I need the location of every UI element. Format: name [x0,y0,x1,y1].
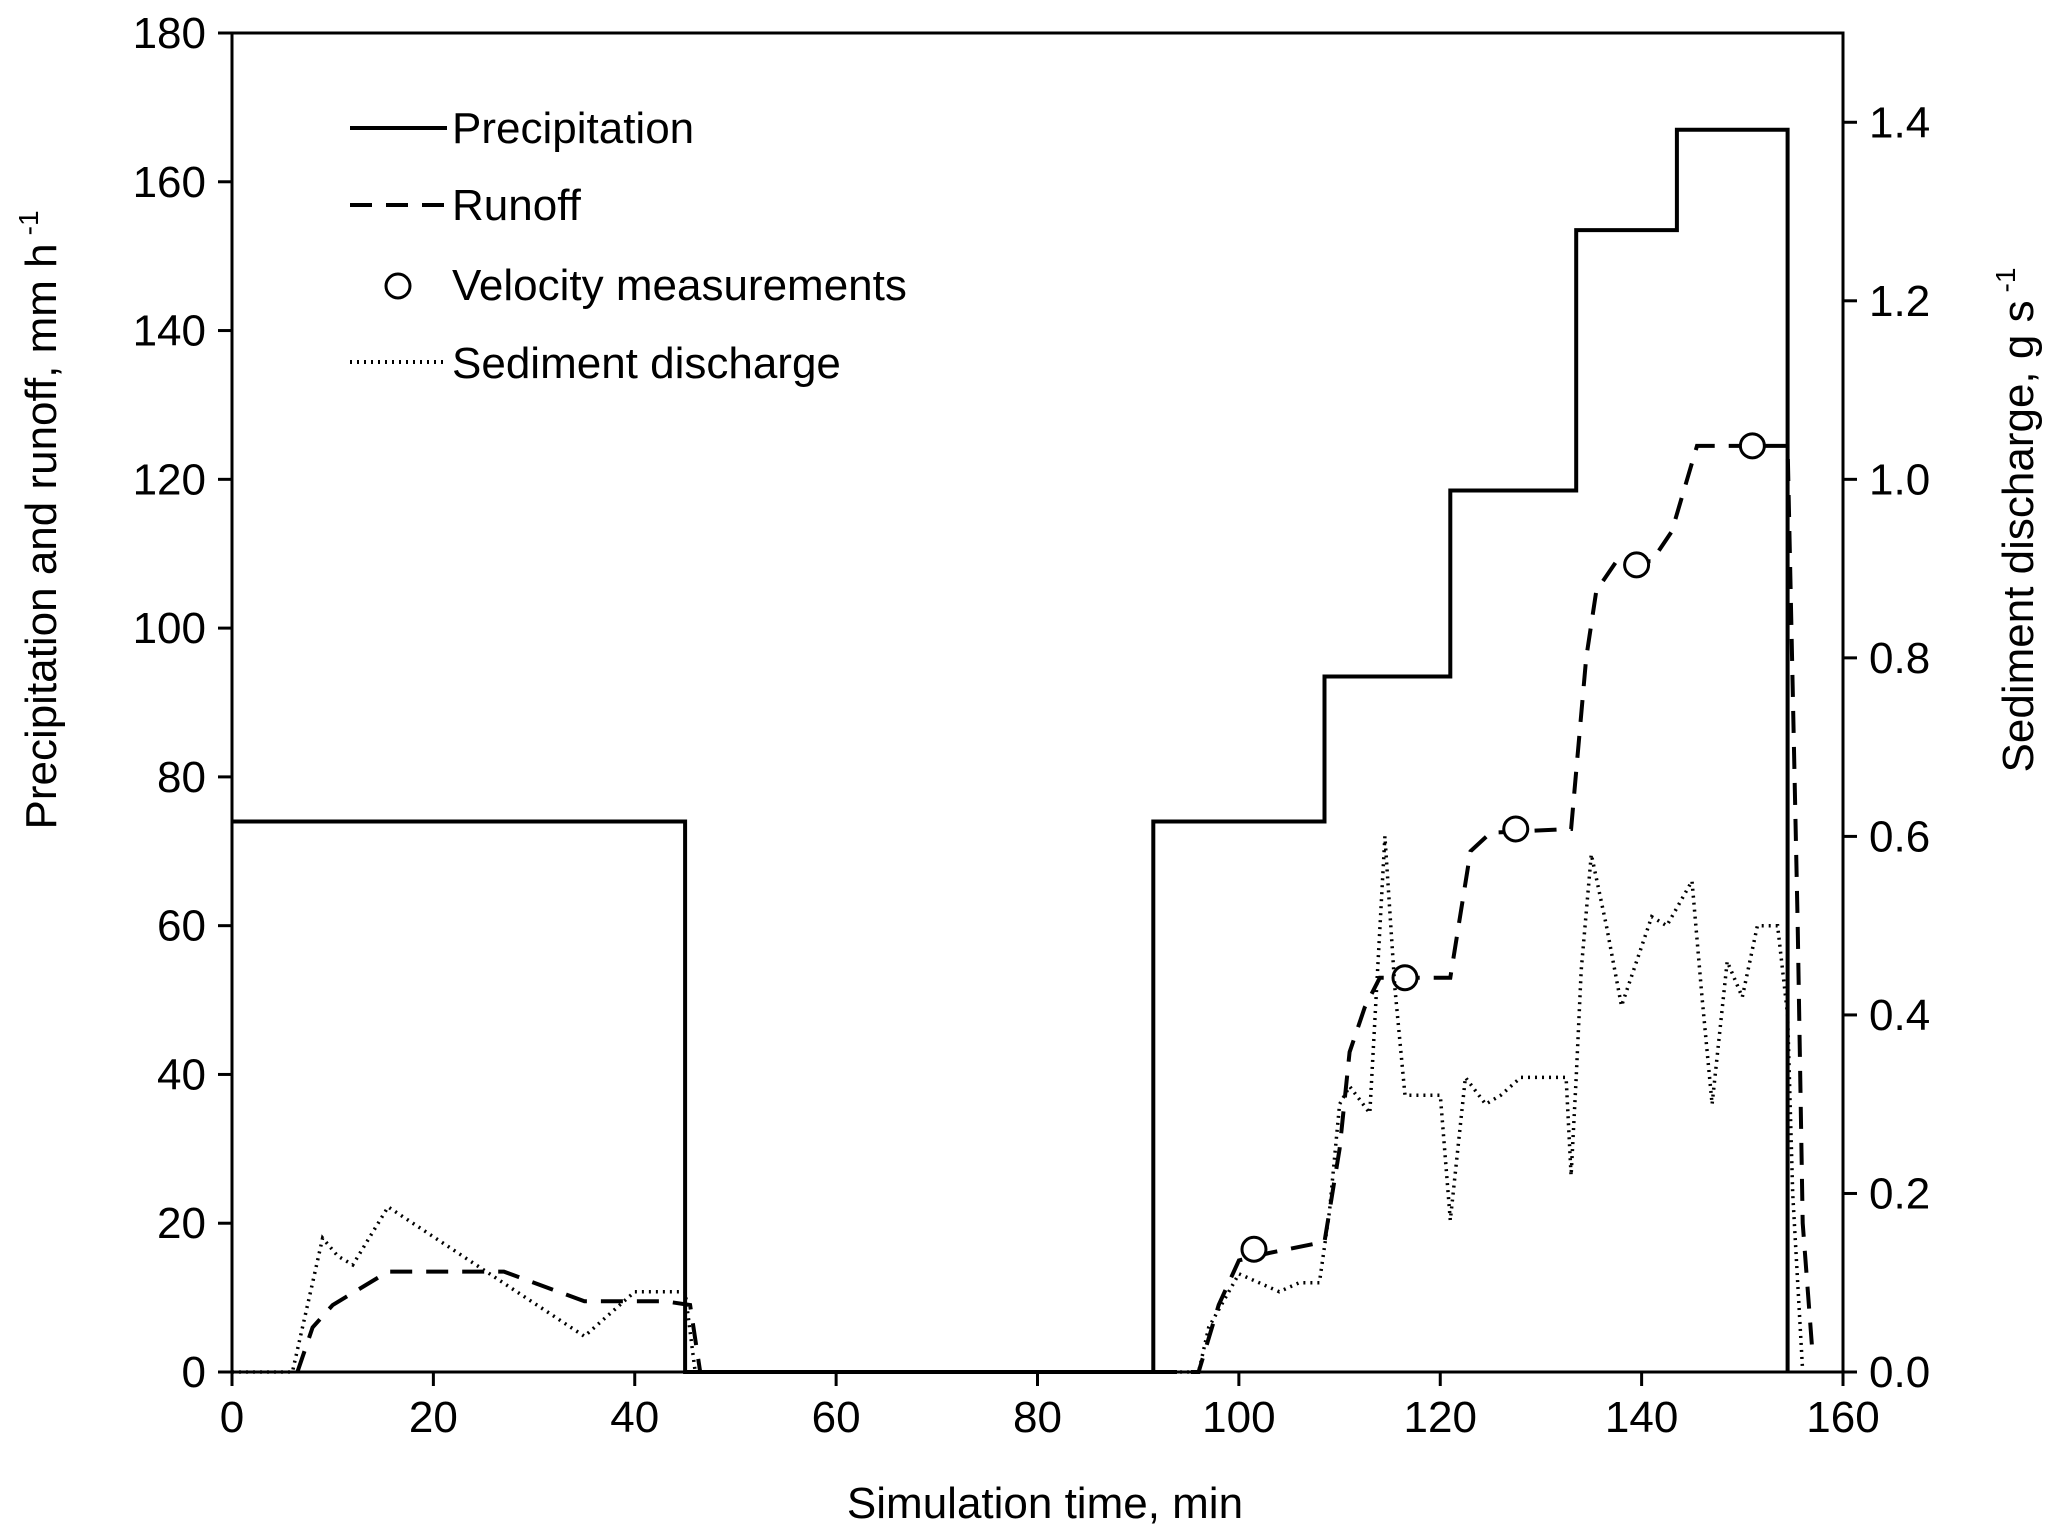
y-right-tick-label: 0.2 [1869,1169,1930,1218]
x-tick-label: 140 [1605,1393,1678,1442]
legend-label-velocity: Velocity measurements [452,261,907,310]
y-right-axis-ticks: 0.0 0.2 0.4 0.6 0.8 1.0 1.2 1.4 [1843,98,1930,1397]
plot-frame [230,31,1845,1374]
y-right-tick-label: 0.0 [1869,1348,1930,1397]
runoff-line [295,443,1815,1374]
y-left-tick-label: 180 [133,9,206,58]
y-right-axis-title-sup: -1 [1990,268,2021,293]
y-left-tick-label: 80 [157,753,206,802]
y-left-tick-label: 60 [157,902,206,951]
y-right-tick-label: 0.8 [1869,634,1930,683]
x-tick-label: 100 [1202,1393,1275,1442]
x-axis-ticks: 0 20 40 60 80 100 120 140 160 [220,1372,1880,1442]
y-left-axis-title: Precipitation and runoff, mm h-1 [13,210,66,829]
y-right-tick-label: 1.0 [1869,455,1930,504]
x-axis-title: Simulation time, min [847,1479,1243,1528]
y-right-tick-label: 1.2 [1869,277,1930,326]
x-tick-label: 20 [409,1393,458,1442]
x-tick-label: 60 [812,1393,861,1442]
y-right-axis-title: Sediment discharge, g s-1 [1990,268,2043,773]
x-tick-label: 40 [610,1393,659,1442]
velocity-marker-1 [1391,964,1419,992]
legend-label-runoff: Runoff [452,181,582,230]
velocity-marker-2 [1502,815,1530,843]
x-tick-label: 160 [1806,1393,1879,1442]
x-tick-label: 0 [220,1393,244,1442]
sediment-discharge-line [232,836,1805,1374]
velocity-marker-0 [1240,1235,1268,1263]
plot-area [230,31,1845,1374]
velocity-marker-4 [1738,432,1766,460]
y-left-axis-ticks: 0 20 40 60 80 100 120 140 160 180 [133,9,232,1397]
precipitation-line [232,127,1790,1374]
y-left-tick-label: 20 [157,1199,206,1248]
y-left-tick-label: 0 [182,1348,206,1397]
x-tick-label: 80 [1013,1393,1062,1442]
legend-label-sediment: Sediment discharge [452,339,841,388]
y-right-tick-label: 1.4 [1869,98,1930,147]
legend: Precipitation Runoff Velocity measuremen… [350,104,907,388]
y-left-axis-title-sup: -1 [13,210,44,235]
x-tick-label: 120 [1404,1393,1477,1442]
y-left-tick-label: 140 [133,307,206,356]
y-right-tick-label: 0.6 [1869,812,1930,861]
legend-label-precipitation: Precipitation [452,104,694,153]
y-left-tick-label: 100 [133,604,206,653]
y-left-tick-label: 40 [157,1050,206,1099]
y-left-tick-label: 120 [133,455,206,504]
y-right-tick-label: 0.4 [1869,991,1930,1040]
legend-swatch-velocity-marker [384,272,412,300]
velocity-marker-3 [1623,551,1651,579]
y-left-tick-label: 160 [133,158,206,207]
